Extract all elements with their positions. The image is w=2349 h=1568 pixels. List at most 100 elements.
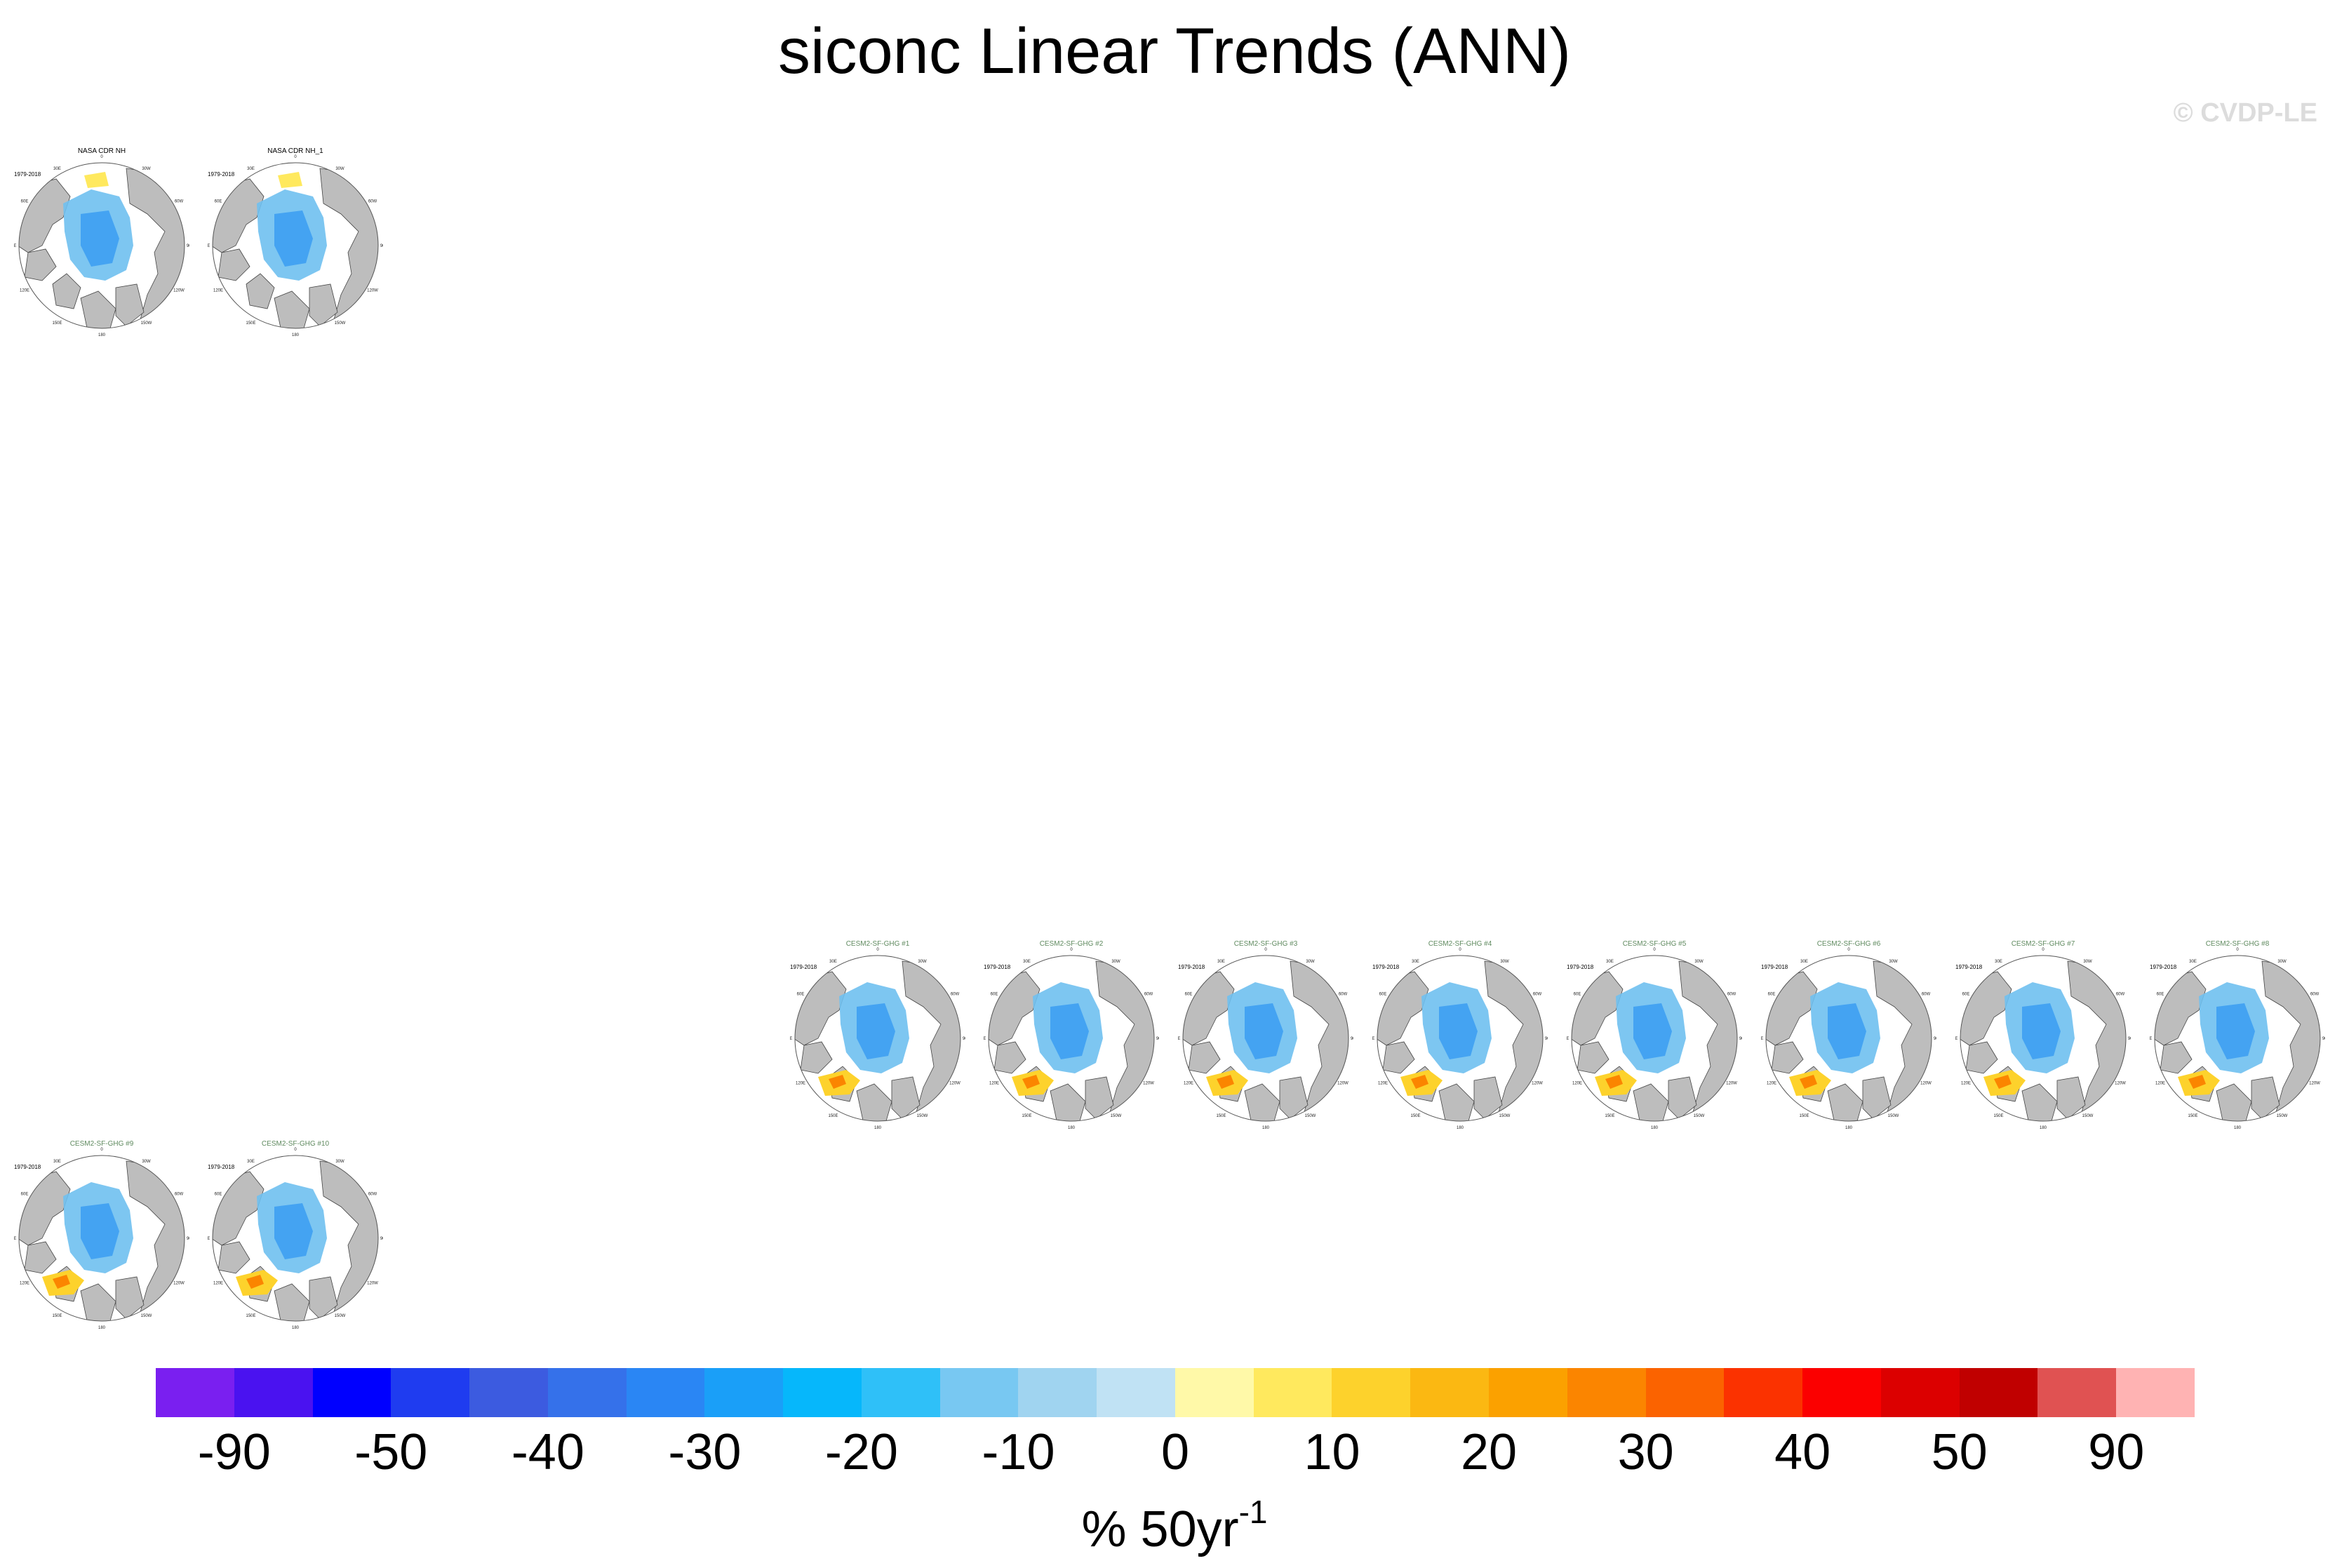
panel-period: 1979-2018 <box>1761 964 1788 970</box>
land-mass <box>1244 1083 1280 1121</box>
longitude-label: 120W <box>1726 1082 1737 1086</box>
polar-map: 180 150E 120E 90E 60E 30E 0 30W 60W 90W 120W 150W <box>14 155 189 337</box>
longitude-label: 60W <box>951 993 960 997</box>
longitude-label: 30E <box>1606 960 1614 964</box>
longitude-label: 90W <box>187 1237 189 1241</box>
longitude-label: 150W <box>1305 1114 1316 1118</box>
longitude-label: 120W <box>173 1282 185 1286</box>
land-mass <box>2067 960 2126 1116</box>
longitude-label: 120W <box>949 1082 961 1086</box>
units-superscript: -1 <box>1238 1494 1268 1530</box>
longitude-label: 30W <box>1694 960 1704 964</box>
sea-ice-trend-strong-negative <box>81 210 119 267</box>
land-mass <box>1095 960 1154 1116</box>
land-mass <box>218 248 250 281</box>
colorbar-box <box>1645 1368 1725 1417</box>
longitude-label: 120E <box>1572 1082 1582 1086</box>
panel-title: CESM2-SF-GHG #6 <box>1816 940 1881 948</box>
land-mass <box>2216 1083 2252 1121</box>
colorbar-box <box>704 1368 784 1417</box>
colorbar-box <box>234 1368 313 1417</box>
land-mass <box>126 1160 185 1316</box>
longitude-label: 180 <box>1457 1126 1464 1130</box>
longitude-label: 30W <box>1306 960 1315 964</box>
land-mass <box>1771 1041 1804 1074</box>
colorbar-tick-label: 50 <box>1931 1424 1988 1480</box>
longitude-label: 90W <box>1934 1037 1936 1041</box>
land-mass <box>218 1241 250 1274</box>
longitude-label: 30W <box>335 1160 344 1164</box>
sea-ice-trend-strong-negative <box>1633 1003 1672 1059</box>
longitude-label: 90W <box>2322 1037 2325 1041</box>
longitude-label: 30E <box>53 1160 61 1164</box>
longitude-label: 90W <box>380 244 383 248</box>
land-mass <box>1188 1041 1221 1074</box>
polar-map: 180 150E 120E 90E 60E 30E 0 30W 60W 90W 120W 150W <box>2150 948 2325 1130</box>
colorbar-box <box>1724 1368 1803 1417</box>
land-mass <box>126 168 185 323</box>
longitude-label: 30E <box>247 167 255 171</box>
longitude-label: 150W <box>2082 1114 2094 1118</box>
panel-period: 1979-2018 <box>2150 964 2177 970</box>
longitude-label: 120W <box>1337 1082 1348 1086</box>
sea-ice-trend-strong-negative <box>81 1203 119 1259</box>
longitude-label: 30W <box>1889 960 1898 964</box>
longitude-label: 150W <box>335 1314 346 1318</box>
map-panel: CESM2-SF-GHG #10 1979-2018 180 150E 120E 90E 6… <box>208 1140 383 1343</box>
longitude-label: 90W <box>187 244 189 248</box>
longitude-label: 60W <box>1922 993 1931 997</box>
longitude-label: 90E <box>2150 1037 2152 1041</box>
land-mass <box>80 1283 116 1321</box>
map-panel: CESM2-SF-GHG #5 1979-2018 180 150E 120E 90E 60… <box>1567 940 1742 1144</box>
longitude-label: 120E <box>796 1082 805 1086</box>
panel-title: CESM2-SF-GHG #2 <box>1039 940 1104 948</box>
colorbar-box <box>312 1368 392 1417</box>
polar-map: 180 150E 120E 90E 60E 30E 0 30W 60W 90W 120W 150W <box>1178 948 1353 1130</box>
colorbar-box <box>156 1368 234 1417</box>
map-panel: CESM2-SF-GHG #4 1979-2018 180 150E 120E 90E 60… <box>1372 940 1548 1144</box>
panel-period: 1979-2018 <box>1178 964 1205 970</box>
colorbar-tick-label: -40 <box>511 1424 584 1480</box>
longitude-label: 120W <box>173 289 185 293</box>
colorbar-box <box>469 1368 548 1417</box>
longitude-label: 150W <box>2277 1114 2288 1118</box>
longitude-label: 120W <box>1532 1082 1543 1086</box>
land-mass <box>1484 960 1543 1116</box>
panel-period: 1979-2018 <box>208 171 235 177</box>
longitude-label: 120E <box>989 1082 999 1086</box>
longitude-label: 60W <box>1533 993 1542 997</box>
longitude-label: 0 <box>1459 948 1461 952</box>
longitude-label: 180 <box>2040 1126 2047 1130</box>
panel-title: CESM2-SF-GHG #9 <box>69 1140 134 1148</box>
colorbar-box <box>391 1368 470 1417</box>
longitude-label: 60E <box>797 993 805 997</box>
longitude-label: 120E <box>213 1282 223 1286</box>
colorbar-box <box>1880 1368 1960 1417</box>
longitude-label: 60W <box>2310 993 2320 997</box>
longitude-label: 180 <box>1068 1126 1076 1130</box>
longitude-label: 30E <box>829 960 837 964</box>
longitude-label: 90W <box>1156 1037 1159 1041</box>
longitude-label: 90W <box>1545 1037 1548 1041</box>
longitude-label: 90E <box>1372 1037 1374 1041</box>
longitude-label: 120E <box>213 289 223 293</box>
longitude-label: 120W <box>1920 1082 1932 1086</box>
colorbar-box <box>939 1368 1019 1417</box>
longitude-label: 60E <box>21 200 29 204</box>
longitude-label: 120W <box>1143 1082 1154 1086</box>
trend-strong-positive-region <box>2188 1075 2206 1089</box>
land-mass <box>319 1160 378 1316</box>
land-mass <box>800 1041 833 1074</box>
longitude-label: 90W <box>380 1237 383 1241</box>
panel-title: NASA CDR NH_1 <box>267 147 323 155</box>
panel-title: CESM2-SF-GHG #3 <box>1233 940 1298 948</box>
longitude-label: 60E <box>1962 993 1970 997</box>
longitude-label: 180 <box>292 1326 300 1330</box>
units-main: % 50yr <box>1081 1501 1239 1557</box>
longitude-label: 150E <box>1993 1114 2003 1118</box>
land-mass <box>1050 1083 1086 1121</box>
panel-period: 1979-2018 <box>984 964 1011 970</box>
longitude-label: 90E <box>790 1037 792 1041</box>
longitude-label: 180 <box>98 333 106 337</box>
land-mass <box>2021 1083 2058 1121</box>
